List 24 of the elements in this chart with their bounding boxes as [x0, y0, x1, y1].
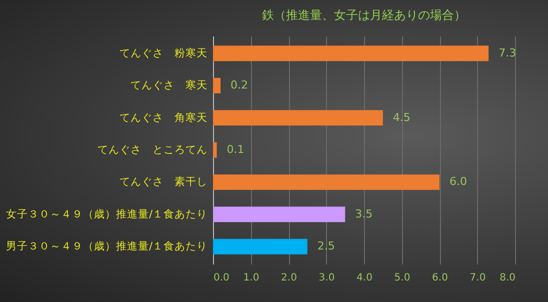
x-tick-label: 2.0	[281, 272, 297, 284]
x-tick-label: 6.0	[432, 272, 448, 284]
y-tick-label: てんぐさ 角寒天	[120, 110, 208, 124]
y-tick-label: てんぐさ ところてん	[98, 144, 208, 156]
x-tick-label: 1.0	[243, 272, 260, 284]
y-tick-label: てんぐさ 素干し	[120, 175, 208, 188]
data-label: 3.5	[355, 207, 373, 220]
x-tick-label: 4.0	[356, 272, 372, 284]
x-tick-label: 7.0	[470, 272, 486, 284]
data-label: 4.5	[392, 110, 410, 124]
x-tick-label: 8.0	[500, 272, 516, 284]
data-label: 2.5	[317, 240, 335, 253]
x-tick-label: 5.0	[394, 272, 410, 284]
y-tick-label: 女子３０～４９（歳）推進量/１食あたり	[6, 207, 208, 220]
data-label: 7.3	[498, 46, 516, 60]
data-label: 0.2	[230, 78, 248, 92]
y-tick-label: 男子３０～４９（歳）推進量/１食あたり	[6, 240, 208, 253]
chart-title: 鉄（推進量、女子は月経ありの場合）	[262, 8, 466, 22]
data-label: 0.1	[226, 143, 244, 156]
y-tick-label: てんぐさ 粉寒天	[120, 46, 208, 60]
x-tick-label: 0.0	[214, 272, 230, 284]
x-tick-label: 3.0	[318, 272, 335, 284]
y-tick-label: てんぐさ 寒天	[130, 78, 208, 92]
data-label: 6.0	[450, 175, 467, 188]
